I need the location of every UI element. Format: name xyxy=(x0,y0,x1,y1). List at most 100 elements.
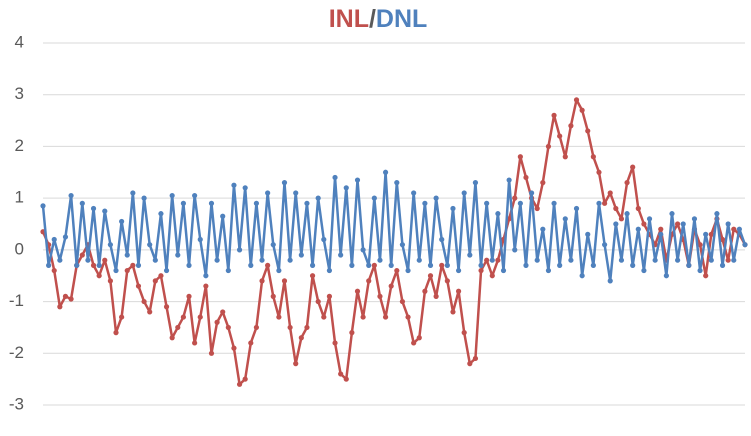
marker xyxy=(506,177,512,183)
marker xyxy=(338,252,344,258)
marker xyxy=(79,252,85,258)
marker xyxy=(214,319,220,325)
marker xyxy=(607,278,613,284)
marker xyxy=(169,335,175,341)
marker xyxy=(371,262,377,268)
marker xyxy=(573,97,580,103)
marker xyxy=(635,226,641,232)
marker xyxy=(152,278,158,284)
marker xyxy=(691,216,698,222)
marker xyxy=(455,267,462,274)
marker xyxy=(270,293,276,299)
marker xyxy=(697,242,703,248)
marker xyxy=(478,262,484,268)
marker xyxy=(675,257,681,263)
marker xyxy=(422,200,428,206)
marker xyxy=(360,314,366,320)
marker xyxy=(62,293,69,299)
marker xyxy=(192,340,198,346)
marker xyxy=(495,257,501,263)
marker xyxy=(46,262,52,268)
marker xyxy=(635,205,641,212)
marker xyxy=(119,314,125,320)
marker xyxy=(579,273,585,279)
marker xyxy=(287,324,293,331)
marker xyxy=(540,180,546,186)
marker xyxy=(630,164,636,170)
marker xyxy=(180,314,186,320)
marker xyxy=(630,262,636,268)
marker xyxy=(57,304,63,310)
chart-title: INL/DNL xyxy=(329,5,428,33)
marker xyxy=(557,262,563,268)
marker xyxy=(180,200,186,206)
marker xyxy=(394,180,400,186)
marker xyxy=(675,221,681,227)
marker xyxy=(478,267,484,274)
marker xyxy=(545,143,552,150)
marker xyxy=(719,262,726,268)
marker xyxy=(719,236,726,243)
marker xyxy=(135,283,142,289)
marker xyxy=(708,231,714,237)
marker xyxy=(512,195,518,201)
marker xyxy=(489,257,495,263)
marker xyxy=(467,361,473,367)
marker xyxy=(607,190,613,196)
marker xyxy=(253,324,260,331)
marker xyxy=(742,242,748,248)
marker xyxy=(439,236,445,243)
marker xyxy=(186,293,192,299)
marker xyxy=(119,218,125,225)
marker xyxy=(298,252,304,258)
marker xyxy=(175,324,181,331)
marker xyxy=(461,330,467,336)
marker xyxy=(517,154,523,160)
marker xyxy=(315,298,321,305)
marker xyxy=(517,200,523,206)
y-tick-label: -3 xyxy=(9,394,24,413)
marker xyxy=(102,257,108,263)
y-tick-label: -2 xyxy=(9,343,24,362)
marker xyxy=(624,180,630,186)
marker xyxy=(382,169,389,175)
marker xyxy=(472,180,479,186)
marker xyxy=(596,169,602,175)
marker xyxy=(287,257,293,263)
marker xyxy=(540,226,546,232)
marker xyxy=(113,267,119,274)
marker xyxy=(427,273,434,279)
marker xyxy=(697,267,703,274)
marker xyxy=(293,361,299,367)
marker xyxy=(343,376,349,382)
marker xyxy=(163,304,170,310)
marker xyxy=(484,257,490,263)
marker xyxy=(658,231,664,237)
y-tick-label: 2 xyxy=(15,136,24,155)
marker xyxy=(366,262,372,268)
marker xyxy=(427,262,434,268)
marker xyxy=(472,355,479,362)
marker xyxy=(399,242,406,248)
marker xyxy=(298,335,304,341)
marker xyxy=(557,133,563,139)
marker xyxy=(731,257,737,263)
marker xyxy=(85,257,91,263)
marker xyxy=(354,288,361,294)
marker xyxy=(455,288,462,294)
marker xyxy=(40,203,46,209)
marker xyxy=(147,242,153,248)
marker xyxy=(236,247,243,253)
y-tick-label: -1 xyxy=(9,291,24,310)
marker xyxy=(203,273,209,279)
marker xyxy=(225,324,231,331)
marker xyxy=(534,257,540,263)
marker xyxy=(96,273,102,279)
marker xyxy=(551,200,557,206)
marker xyxy=(590,154,596,160)
marker xyxy=(169,192,175,199)
marker xyxy=(321,236,327,243)
marker xyxy=(545,267,552,274)
marker xyxy=(79,200,85,206)
marker xyxy=(321,314,327,320)
